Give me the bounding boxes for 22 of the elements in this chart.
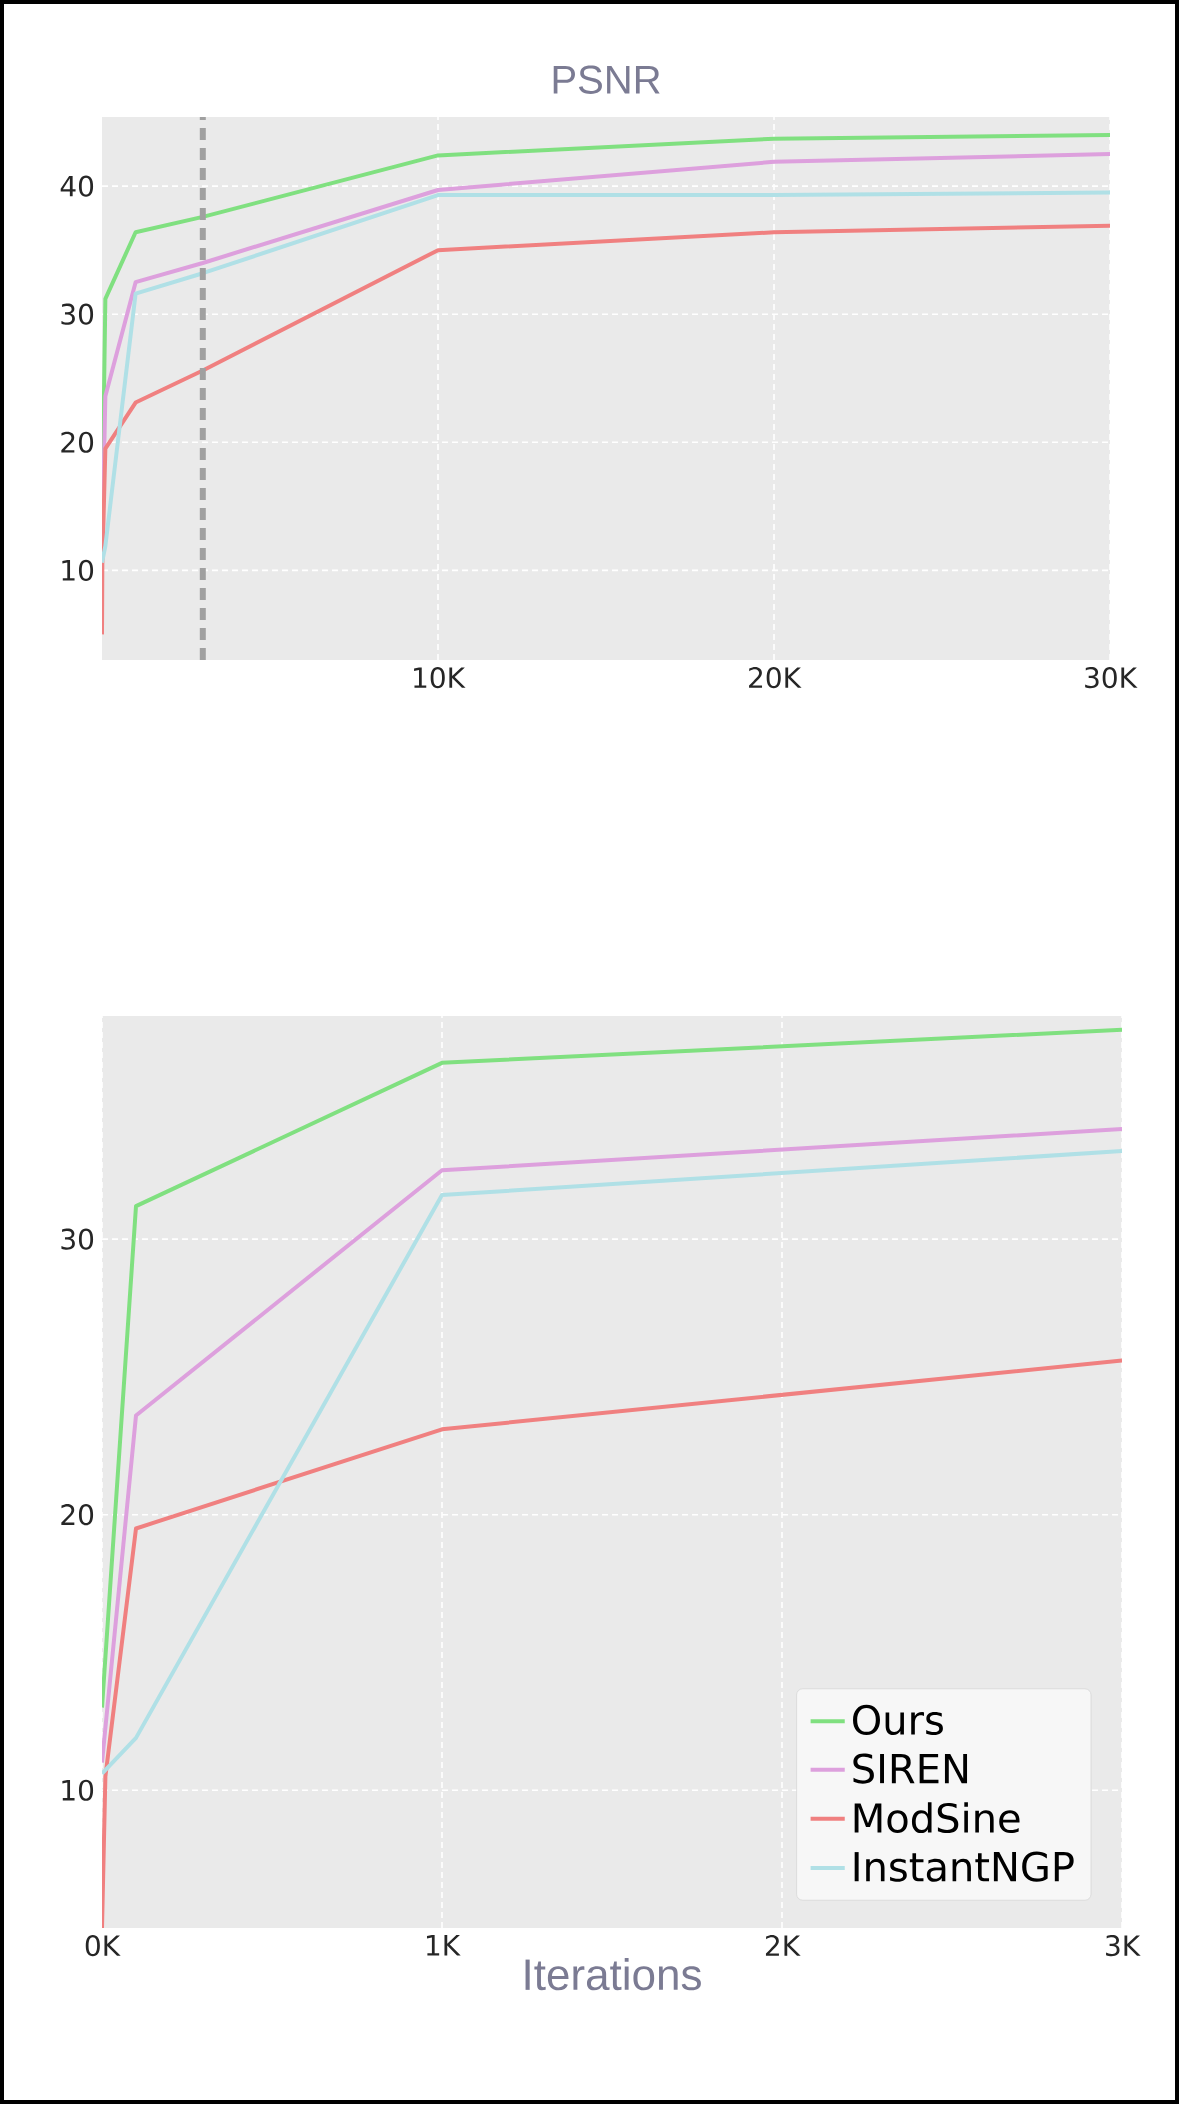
x-tick-label: 10K xyxy=(414,667,466,689)
legend-label: SIREN xyxy=(853,1753,968,1784)
y-tick-label: 20 xyxy=(61,1504,94,1526)
x-tick-label: 0K xyxy=(85,1935,121,1957)
x-tick-label: 2K xyxy=(765,1935,801,1956)
y-tick-label: 30 xyxy=(61,303,94,325)
y-tick-label: 10 xyxy=(62,559,94,581)
x-tick-label: 20K xyxy=(749,667,802,689)
x-tick-label: 30K xyxy=(1085,667,1138,689)
y-tick-label: 20 xyxy=(61,431,94,453)
x-axis-title: Iterations xyxy=(525,1957,701,1991)
line-series xyxy=(102,1358,1123,1928)
chart-title: PSNR xyxy=(553,65,660,94)
y-tick-label: 30 xyxy=(61,1228,94,1250)
legend-label: InstantNGP xyxy=(854,1851,1074,1882)
x-tick-label: 3K xyxy=(1106,1935,1141,1957)
line-series xyxy=(102,223,1110,637)
legend-label: ModSine xyxy=(854,1802,1020,1834)
y-tick-label: 10 xyxy=(62,1779,94,1801)
y-tick-label: 40 xyxy=(60,175,94,197)
legend-label: Ours xyxy=(853,1704,943,1736)
x-tick-label: 1K xyxy=(426,1935,461,1956)
